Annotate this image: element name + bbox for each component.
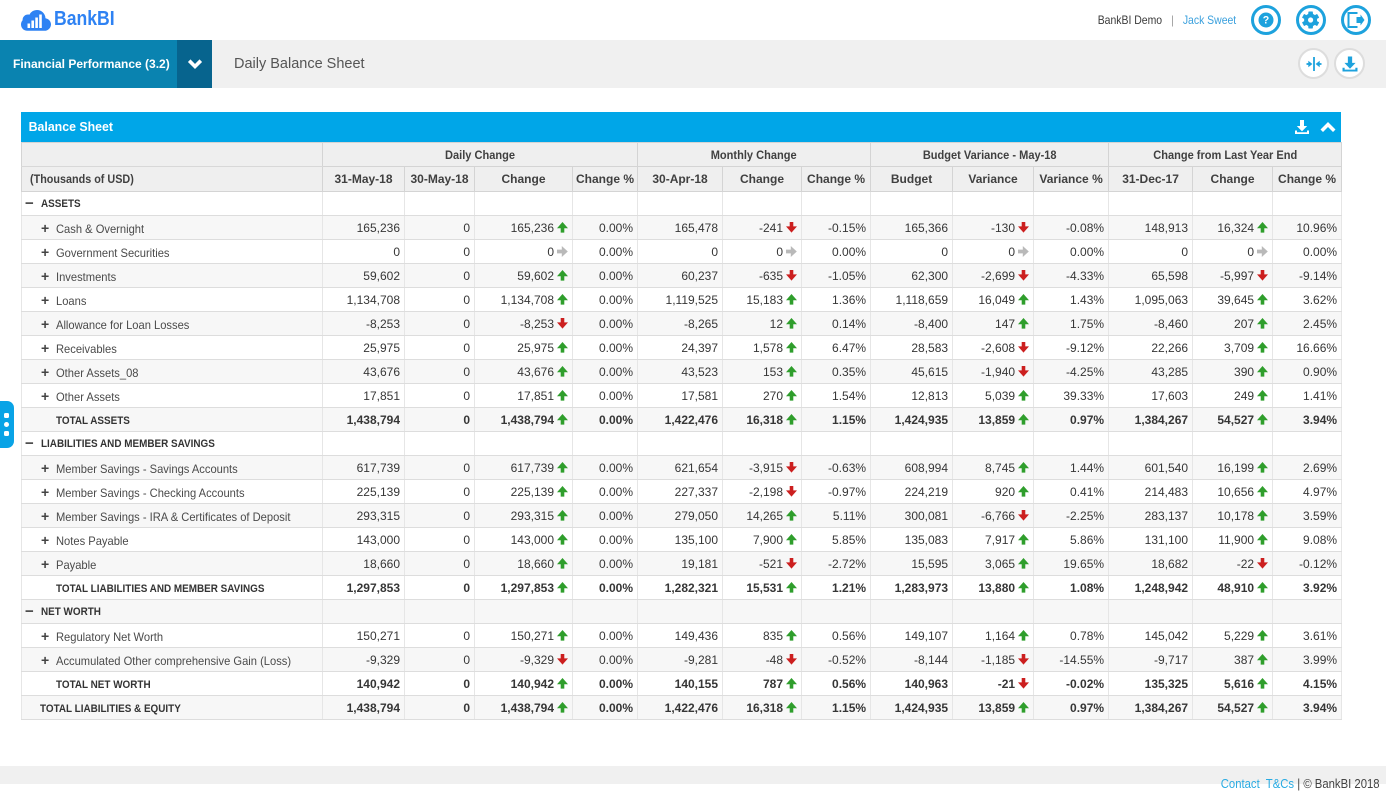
svg-text:?: ? <box>1263 15 1269 27</box>
